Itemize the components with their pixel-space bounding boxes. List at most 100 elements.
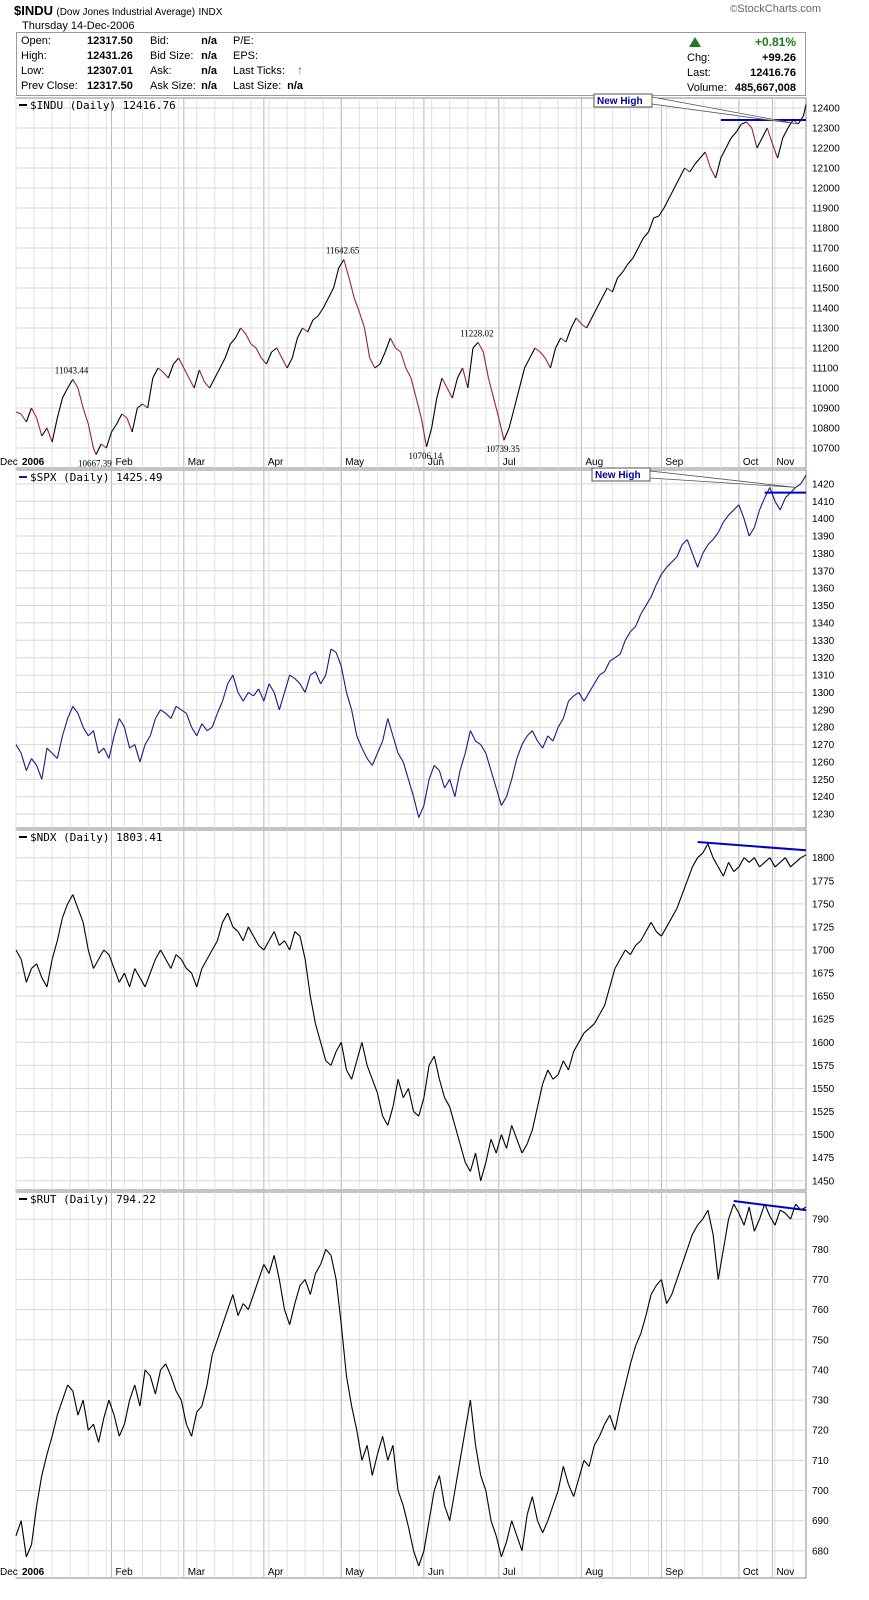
spx-series-segment — [511, 758, 518, 780]
ndx-series-segment — [557, 1060, 564, 1075]
rut-series-segment — [433, 1475, 440, 1491]
rut-series-segment — [516, 1535, 523, 1552]
spx-series-segment — [134, 744, 141, 763]
spx-series-segment — [650, 584, 657, 598]
rut-series-segment — [252, 1279, 260, 1295]
indu-series-segment — [15, 411, 22, 415]
rut-series-segment — [588, 1445, 595, 1467]
spx-series-segment — [635, 614, 642, 627]
spx-series-segment — [475, 740, 482, 746]
indu-ytick-label: 10800 — [812, 424, 840, 435]
rut-series-segment — [51, 1415, 58, 1437]
spx-series-segment — [227, 674, 234, 685]
ndx-series-segment — [253, 935, 260, 946]
spx-series-segment — [36, 765, 43, 780]
spx-series-segment — [15, 744, 22, 754]
ndx-series-segment — [387, 1106, 394, 1126]
volume-value: 485,667,008 — [734, 82, 796, 94]
ndx-series-segment — [222, 912, 229, 923]
rut-ytick-label: 700 — [812, 1486, 829, 1497]
indu-series-segment — [240, 327, 247, 335]
indu-series-segment — [322, 297, 329, 309]
spx-series-segment — [123, 727, 131, 749]
spx-series-segment — [67, 706, 74, 719]
spx-series-segment — [387, 718, 394, 737]
spx-series-segment — [310, 671, 316, 676]
rut-series-segment — [61, 1384, 69, 1401]
ndx-series-segment — [671, 908, 678, 918]
indu-series-segment — [777, 137, 784, 159]
spx-series-segment — [345, 692, 353, 710]
rut-series-segment — [206, 1354, 213, 1386]
spx-series-segment — [614, 653, 621, 659]
spx-series-segment — [201, 723, 208, 732]
spx-series-segment — [283, 674, 291, 693]
ndx-series-segment — [309, 996, 317, 1024]
indu-ytick-label: 11700 — [812, 244, 840, 255]
rut-series-segment — [123, 1399, 131, 1425]
indu-series-segment — [317, 307, 324, 317]
indu-series-segment — [627, 257, 634, 265]
spx-ytick-label: 1370 — [812, 566, 835, 577]
spx-ytick-label: 1300 — [812, 688, 835, 699]
ndx-series-segment — [459, 1143, 466, 1163]
spx-series-segment — [655, 574, 662, 585]
ndx-series-segment — [41, 977, 48, 988]
rut-series-segment — [428, 1490, 435, 1521]
rut-series-segment — [185, 1423, 193, 1437]
indu-ytick-label: 11200 — [812, 344, 840, 355]
spx-series-segment — [769, 487, 776, 502]
spx-series-segment — [185, 713, 193, 728]
ndx-series-segment — [598, 1005, 606, 1015]
rut-series-segment — [170, 1375, 177, 1392]
ndx-series-segment — [413, 1111, 420, 1117]
spx-series-segment — [170, 706, 177, 719]
spx-ytick-label: 1410 — [812, 497, 835, 508]
rut-series-segment — [232, 1294, 239, 1316]
rut-series-segment — [72, 1390, 79, 1416]
spx-ytick-label: 1290 — [812, 705, 835, 716]
indu-series-segment — [410, 377, 417, 399]
rut-series-segment — [536, 1520, 544, 1533]
indu-value-annotation: 11642.65 — [326, 246, 360, 256]
ndx-series-segment — [475, 1152, 482, 1181]
rut-series-segment — [92, 1424, 100, 1443]
indu-series-segment — [549, 347, 557, 369]
spx-ytick-label: 1350 — [812, 601, 835, 612]
ndx-ytick-label: 1700 — [812, 946, 835, 957]
indu-series-segment — [87, 423, 94, 449]
ndx-ytick-label: 1475 — [812, 1153, 835, 1164]
rut-series-segment — [56, 1399, 63, 1416]
ndx-series-segment — [666, 917, 673, 928]
last-size-label: Last Size: — [233, 80, 282, 92]
spx-series-segment — [139, 744, 146, 763]
ndx-series-segment — [464, 1162, 471, 1172]
rut-series-segment — [304, 1279, 311, 1295]
ndx-ytick-label: 1500 — [812, 1130, 835, 1141]
rut-series-segment — [165, 1363, 172, 1377]
rut-series-segment — [598, 1423, 606, 1437]
rut-series-segment — [345, 1375, 353, 1407]
stockcharts-logo[interactable]: ©StockCharts.com — [730, 3, 821, 15]
indu-series-segment — [684, 167, 691, 173]
copyright-icon: © — [729, 4, 738, 15]
spx-series-segment — [748, 527, 755, 537]
indu-series-segment — [353, 297, 360, 313]
indu-series-segment — [529, 347, 536, 359]
spx-series-segment — [237, 692, 244, 702]
rut-series-segment — [753, 1218, 761, 1232]
ndx-series-segment — [495, 1134, 502, 1154]
indu-series-segment — [802, 104, 807, 117]
rut-series-segment — [671, 1279, 678, 1295]
ndx-series-segment — [588, 1023, 595, 1029]
rut-series-segment — [645, 1294, 652, 1316]
ndx-series-segment — [154, 949, 162, 960]
spx-ytick-label: 1390 — [812, 532, 835, 543]
ndx-frame — [15, 829, 807, 1191]
indu-series-segment — [415, 397, 422, 419]
rut-series-segment — [774, 1209, 781, 1226]
ndx-series-segment — [686, 866, 693, 881]
rut-series-segment — [103, 1399, 110, 1419]
spx-ytick-label: 1240 — [812, 792, 835, 803]
